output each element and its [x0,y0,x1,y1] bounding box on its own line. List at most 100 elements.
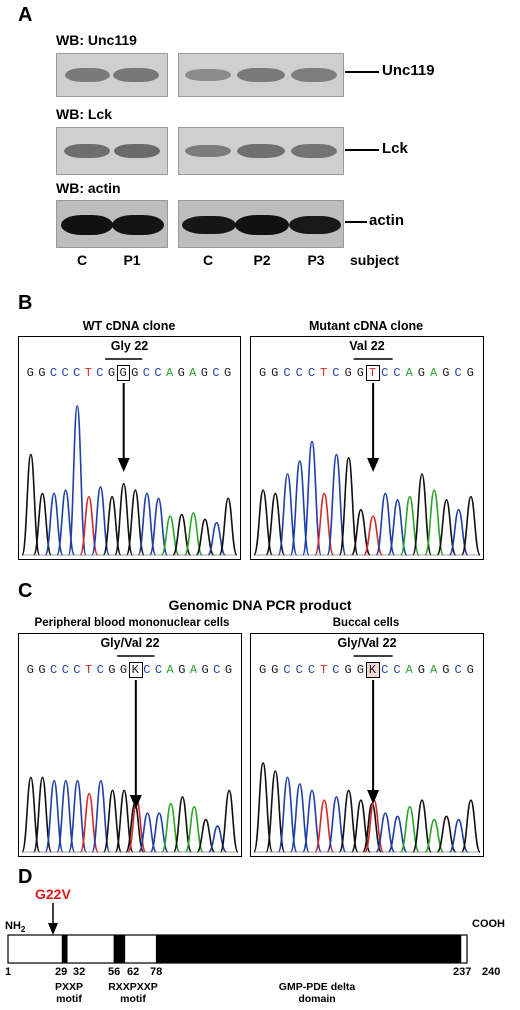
chromatogram-title-wt: WT cDNA clone [82,319,176,333]
blot-title-lck: WB: Lck [56,106,112,122]
lane-label: P1 [123,252,141,268]
trace-peak [265,770,286,853]
sequence-base: C [454,663,463,677]
sequence-base: G [116,365,131,381]
sequence-base: G [201,663,210,677]
codon-label: Gly 22 [110,339,149,353]
sequence-base: G [271,663,280,677]
nh2-label: NH2 [5,920,25,934]
trace-peak [67,405,87,556]
blot-title-actin: WB: actin [56,180,121,196]
protein-domain [113,935,126,963]
position-label: 237 [453,966,472,978]
trace-peak [302,789,322,853]
sequence-base: C [332,663,341,677]
codon-label: Gly/Val 22 [100,636,160,650]
sequence-base: A [405,366,414,380]
sequence-base: A [166,663,175,677]
lane-label: P3 [307,252,325,268]
mutation-arrow-head [48,923,58,935]
sequence-base: C [143,663,152,677]
sequence-base: C [73,663,82,677]
trace-peak [219,789,239,853]
sequence-base: C [154,366,163,380]
trace-plot [21,358,238,556]
trace-peak [67,779,88,853]
blot-actin-right [178,200,344,248]
marker-label-unc119: Unc119 [382,62,435,79]
sequence-base: G [26,366,35,380]
sequence-base: G [466,663,475,677]
sequence-base: G [417,663,427,677]
trace-peak [436,499,457,556]
motif-label-pxxp: PXXP motif [44,981,94,1005]
sequence-base: C [295,366,304,380]
sequence-base: G [466,366,475,380]
chromatogram-pbmc: Gly/Val 22 G G C C C T C G G K C C A G A G C G [18,633,242,857]
sequence-base: C [307,663,317,677]
trace-peak [218,497,238,556]
sequence-base: G [178,663,187,677]
position-label: 78 [150,966,163,978]
mutation-label: G22V [35,886,71,902]
trace-peak [375,492,396,556]
trace-peak [460,799,481,853]
sequence-base: G [119,663,129,677]
lane-label: C [202,252,214,268]
marker-label-lck: Lck [382,140,408,157]
sequence-base: C [381,366,390,380]
nh2-subscript: 2 [20,925,26,935]
position-label: 56 [108,966,121,978]
codon-label: Val 22 [349,339,385,353]
trace-peak [412,473,432,556]
sequence-base: C [154,663,164,677]
chromatogram-mutant: Val 22 G G C C C T C G G T C C A G A G C G [250,336,484,560]
sequence-base: T [84,663,94,677]
sequence-base: G [38,663,47,677]
sequence-base: G [38,366,47,380]
protein-domain [61,935,68,963]
trace-peak [172,796,193,853]
sequence-base: G [107,366,117,380]
nh2-text: NH [5,920,21,932]
subject-label: subject [350,252,400,268]
sequence-base: C [393,663,402,677]
sequence-base: G [356,366,366,380]
sequence-base: G [417,366,427,380]
sequence-base: T [84,366,93,380]
sequence-base: C [307,366,317,380]
blot-unc119-right [178,53,344,97]
chromatogram-title-pbmc: Peripheral blood mononuclear cells [34,617,230,629]
trace-peak [289,783,310,853]
sequence-base: G [442,366,451,380]
blot-title-unc119: WB: Unc119 [56,32,137,48]
motif-suffix: motif [120,993,146,1005]
sequence-base: T [320,663,329,677]
trace-peak [91,779,111,853]
trace-plot [253,358,481,556]
sequence-base: C [96,366,105,380]
sequence-base: G [200,366,210,380]
trace-peak [253,762,274,853]
trace-peak [277,776,298,853]
sequence-base: C [381,663,390,677]
codon-label: Gly/Val 22 [337,636,397,650]
motif-name: RXXPXXP [108,981,158,993]
sequence-base: C [142,366,152,380]
panel-b-letter: B [18,292,33,314]
blot-lck-left [56,127,168,175]
position-label: 240 [482,966,501,978]
arrow-head [367,458,380,472]
sequence-base: A [189,663,199,677]
sequence-base: C [283,366,292,380]
trace-peak [302,440,322,556]
sequence-base: G [258,663,268,677]
sequence-base: G [108,663,117,677]
arrow-head [129,795,142,809]
blot-unc119-left [56,53,168,97]
marker-label-actin: actin [369,212,405,229]
sequence-base: A [165,366,175,380]
sequence-base: C [212,366,221,380]
